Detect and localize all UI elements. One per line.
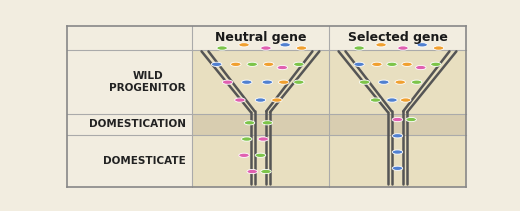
Circle shape	[415, 65, 426, 70]
Circle shape	[400, 98, 411, 102]
Circle shape	[392, 150, 402, 154]
Circle shape	[223, 80, 233, 84]
Circle shape	[417, 43, 427, 47]
Circle shape	[402, 62, 412, 66]
Text: Neutral gene: Neutral gene	[215, 31, 306, 44]
Circle shape	[247, 62, 257, 66]
Bar	[329, 114, 466, 135]
Circle shape	[241, 137, 252, 141]
Circle shape	[372, 62, 382, 66]
Text: DOMESTICATE: DOMESTICATE	[103, 156, 186, 166]
Circle shape	[217, 46, 227, 50]
Circle shape	[261, 46, 271, 50]
Circle shape	[271, 98, 282, 102]
Circle shape	[392, 134, 402, 138]
Circle shape	[279, 80, 289, 84]
Circle shape	[244, 121, 255, 125]
Circle shape	[354, 46, 365, 50]
Circle shape	[392, 166, 402, 170]
Circle shape	[258, 137, 268, 141]
Circle shape	[239, 153, 249, 157]
Circle shape	[379, 80, 389, 84]
Circle shape	[294, 62, 304, 66]
Bar	[192, 114, 329, 135]
Circle shape	[262, 121, 272, 125]
Bar	[329, 50, 466, 187]
Circle shape	[247, 169, 257, 174]
Circle shape	[433, 46, 444, 50]
Circle shape	[241, 80, 252, 84]
Circle shape	[294, 80, 304, 84]
Circle shape	[376, 43, 386, 47]
Circle shape	[277, 65, 288, 70]
Circle shape	[387, 98, 397, 102]
Circle shape	[230, 62, 241, 66]
Text: DOMESTICATION: DOMESTICATION	[89, 119, 186, 129]
Circle shape	[239, 43, 249, 47]
Circle shape	[261, 169, 271, 174]
Text: WILD
PROGENITOR: WILD PROGENITOR	[109, 71, 186, 93]
Circle shape	[354, 62, 365, 66]
Circle shape	[398, 46, 408, 50]
Circle shape	[387, 62, 397, 66]
Bar	[192, 26, 466, 50]
Text: Selected gene: Selected gene	[347, 31, 447, 44]
Circle shape	[406, 118, 417, 122]
Circle shape	[411, 80, 422, 84]
Bar	[192, 50, 329, 187]
Circle shape	[255, 98, 266, 102]
Circle shape	[395, 80, 406, 84]
Circle shape	[296, 46, 307, 50]
Circle shape	[392, 118, 402, 122]
Circle shape	[431, 62, 441, 66]
Circle shape	[235, 98, 245, 102]
Circle shape	[255, 153, 266, 157]
Circle shape	[359, 80, 370, 84]
Circle shape	[262, 80, 272, 84]
Circle shape	[280, 43, 290, 47]
Circle shape	[264, 62, 274, 66]
Circle shape	[370, 98, 381, 102]
Circle shape	[211, 62, 222, 66]
